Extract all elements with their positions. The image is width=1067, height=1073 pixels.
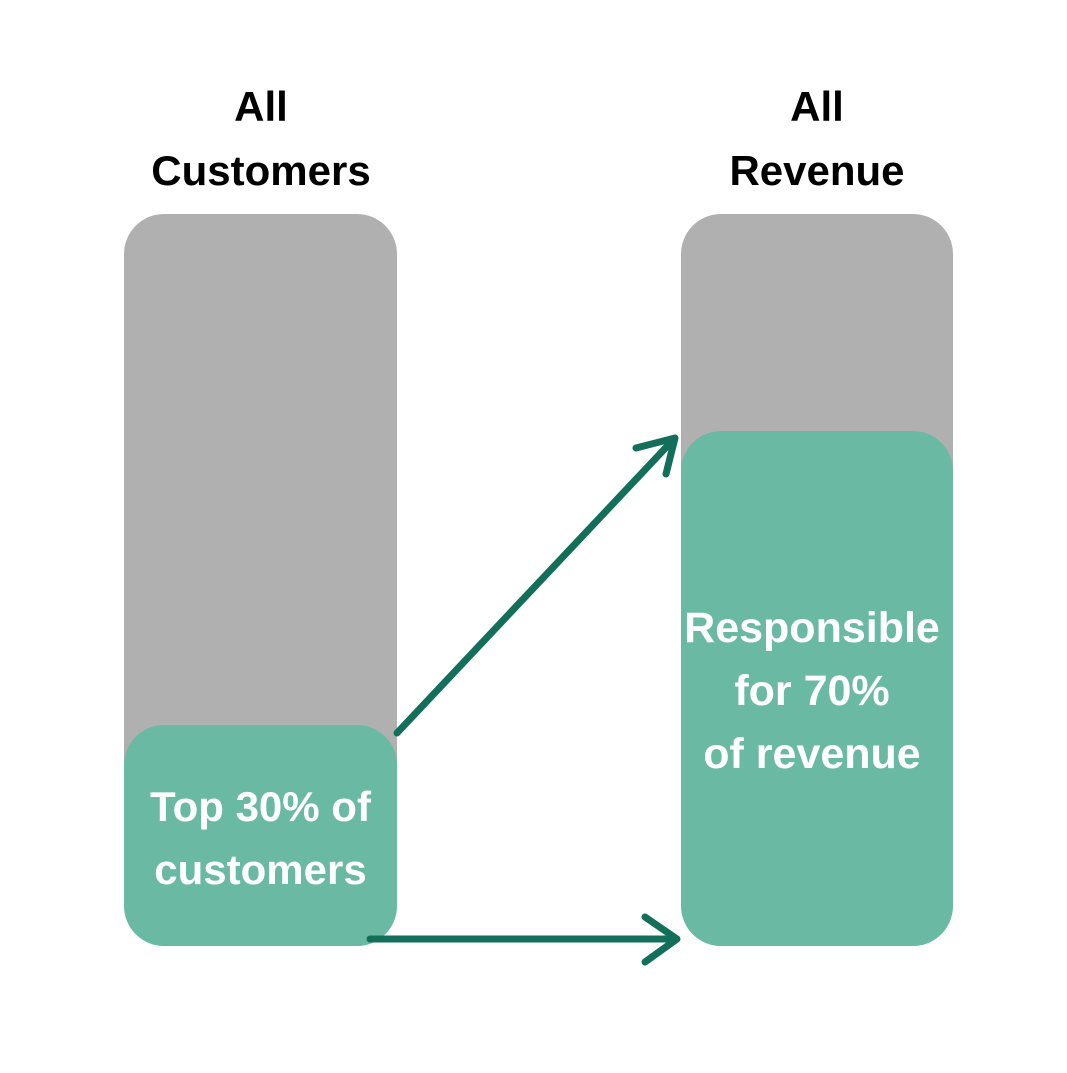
top-customers-segment: [124, 725, 397, 946]
revenue-share-label-line2: for 70%: [734, 667, 890, 715]
diagonal-arrow-head: [632, 434, 679, 478]
revenue-share-segment: [681, 431, 953, 946]
top-customers-label-line1: Top 30% of: [150, 783, 371, 830]
revenue-share-label-line1: Responsible: [684, 604, 940, 652]
bottom-arrow-head: [641, 913, 681, 966]
all-customers-heading: All Customers: [111, 75, 411, 203]
diagonal-arrow-shaft: [393, 436, 677, 737]
revenue-share-label-line3: of revenue: [703, 730, 921, 778]
all-customers-heading-line1: All: [234, 83, 288, 130]
all-revenue-heading-line2: Revenue: [729, 147, 905, 194]
all-revenue-heading: All Revenue: [667, 75, 967, 203]
all-customers-heading-line2: Customers: [151, 147, 371, 194]
all-revenue-heading-line1: All: [790, 83, 844, 130]
top-customers-label: Top 30% of customers: [124, 775, 397, 901]
revenue-share-label: Responsible for 70% of revenue: [676, 597, 948, 786]
top-customers-label-line2: customers: [154, 846, 367, 893]
